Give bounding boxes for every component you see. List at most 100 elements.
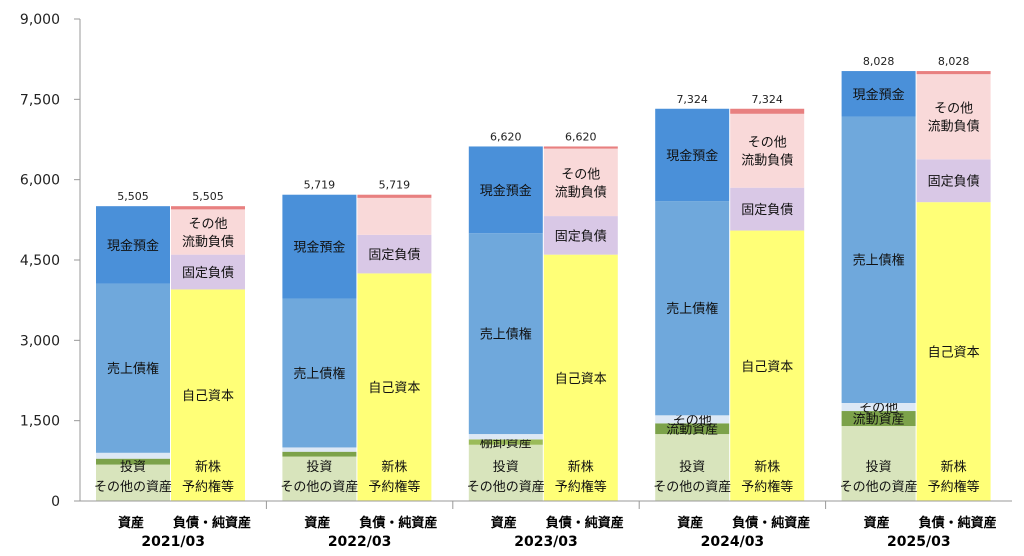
assets-segment-receivables xyxy=(96,283,170,453)
liabilities-bottom-label: 予約権等 xyxy=(182,479,234,495)
assets-segment-label: 現金預金 xyxy=(666,148,718,164)
x-sub-label-liabilities: 負債・純資産 xyxy=(732,515,810,531)
liabilities-segment-label: 自己資本 xyxy=(555,372,607,387)
assets-segment-label: 売上債権 xyxy=(480,327,532,343)
liabilities-segment-top-strip xyxy=(730,108,805,114)
liabilities-segment-label: 固定負債 xyxy=(555,229,607,244)
assets-segment-label: 現金預金 xyxy=(107,238,159,254)
liability-total-label: 5,505 xyxy=(192,190,224,203)
assets-segment-investment xyxy=(468,444,543,501)
assets-bottom-label: 投資 xyxy=(120,459,146,475)
y-axis: 0 1,500 3,000 4,500 6,000 7,500 9,000 xyxy=(20,12,81,510)
liabilities-segment-fixed-liabilities xyxy=(916,159,991,203)
liabilities-segment-other-current-liabilities xyxy=(357,197,432,235)
assets-segment-label: 現金預金 xyxy=(853,87,905,103)
assets-segment-other-assets xyxy=(468,434,543,440)
liabilities-segment-label: その他 xyxy=(188,217,227,232)
assets-segment-other-assets xyxy=(282,447,357,452)
assets-segment-label: その他 xyxy=(859,401,898,416)
y-tick-label: 3,000 xyxy=(20,333,60,349)
assets-segment-investment xyxy=(841,426,916,501)
liabilities-segment-stock-options xyxy=(730,230,805,502)
liabilities-segment-other-current-liabilities xyxy=(916,74,991,160)
liabilities-segment-stock-options xyxy=(171,289,245,501)
liabilities-segment-label: 固定負債 xyxy=(368,248,420,263)
assets-segment-cash xyxy=(655,108,730,202)
asset-total-label: 5,719 xyxy=(304,179,336,192)
assets-bottom-label: その他の資産 xyxy=(840,479,918,495)
liabilities-segment-other-current-liabilities xyxy=(171,209,245,255)
assets-segment-other-assets xyxy=(655,415,730,424)
assets-segment-cash xyxy=(468,146,543,234)
liabilities-segment-label: 固定負債 xyxy=(182,266,234,281)
asset-total-label: 8,028 xyxy=(863,55,895,68)
x-sub-label-liabilities: 負債・純資産 xyxy=(919,515,997,531)
liabilities-segment-label: 流動負債 xyxy=(555,185,607,200)
liabilities-segment-label: 自己資本 xyxy=(182,389,234,404)
assets-segment-investment xyxy=(282,456,357,501)
x-period-label: 2021/03 xyxy=(141,534,205,550)
y-tick-label: 9,000 xyxy=(20,12,60,28)
liabilities-segment-label: 流動負債 xyxy=(928,120,980,135)
assets-bottom-label: 投資 xyxy=(866,459,892,475)
y-tick-label: 4,500 xyxy=(20,253,60,269)
assets-segment-investment xyxy=(655,434,730,501)
assets-segment-receivables xyxy=(282,298,357,448)
liabilities-segment-fixed-liabilities xyxy=(730,187,805,231)
liabilities-segment-label: その他 xyxy=(561,167,600,182)
x-sub-label-assets: 資産 xyxy=(304,515,330,531)
liabilities-segment-label: 自己資本 xyxy=(741,360,793,375)
x-sub-label-liabilities: 負債・純資産 xyxy=(546,515,624,531)
x-axis: 資産 負債・純資産 2021/03 資産 負債・純資産 2022/03 資産 負債・純資産 20… xyxy=(80,500,1012,550)
x-sub-label-assets: 資産 xyxy=(677,515,703,531)
assets-segment-other-assets xyxy=(841,402,916,412)
liabilities-bottom-label: 新株 xyxy=(754,459,780,475)
liabilities-segment-label: 流動負債 xyxy=(182,235,234,250)
x-period-label: 2025/03 xyxy=(887,534,951,550)
liability-total-label: 6,620 xyxy=(565,130,597,143)
x-period-label: 2024/03 xyxy=(701,534,765,550)
liabilities-bottom-label: 予約権等 xyxy=(741,479,793,495)
liabilities-segment-top-strip xyxy=(916,71,991,75)
liabilities-bottom-label: 予約権等 xyxy=(928,479,980,495)
assets-segment-other-current-assets xyxy=(96,458,170,465)
liabilities-segment-fixed-liabilities xyxy=(357,234,432,274)
assets-segment-investment xyxy=(96,464,170,501)
y-tick-label: 6,000 xyxy=(20,173,60,189)
liabilities-segment-stock-options xyxy=(357,273,432,501)
liabilities-segment-top-strip xyxy=(171,206,245,210)
liabilities-segment-label: その他 xyxy=(748,136,787,151)
liabilities-segment-label: 流動負債 xyxy=(741,154,793,169)
assets-segment-cash xyxy=(282,194,357,299)
x-sub-label-liabilities: 負債・純資産 xyxy=(359,515,437,531)
y-tick-label: 0 xyxy=(51,494,60,510)
liabilities-segment-label: 自己資本 xyxy=(928,346,980,361)
assets-segment-receivables xyxy=(468,233,543,435)
x-sub-label-liabilities: 負債・純資産 xyxy=(173,515,251,531)
liabilities-segment-label: その他 xyxy=(934,102,973,117)
liabilities-bottom-label: 新株 xyxy=(381,459,407,475)
liabilities-segment-top-strip xyxy=(357,194,432,198)
x-sub-label-assets: 資産 xyxy=(864,515,890,531)
y-tick-label: 7,500 xyxy=(20,92,60,108)
assets-segment-cash xyxy=(96,206,170,284)
liability-total-label: 8,028 xyxy=(938,55,970,68)
liabilities-bottom-label: 予約権等 xyxy=(555,479,607,495)
assets-segment-receivables xyxy=(655,201,730,416)
assets-segment-label: 売上債権 xyxy=(107,361,159,377)
assets-segment-label: 売上債権 xyxy=(853,253,905,269)
y-tick-label: 1,500 xyxy=(20,414,60,430)
liabilities-bottom-label: 新株 xyxy=(568,459,594,475)
assets-bottom-label: 投資 xyxy=(306,459,332,475)
x-period-label: 2022/03 xyxy=(328,534,392,550)
assets-segment-label: 流動資産 xyxy=(853,412,905,428)
assets-bottom-label: その他の資産 xyxy=(94,479,172,495)
assets-segment-label: その他 xyxy=(673,413,712,428)
